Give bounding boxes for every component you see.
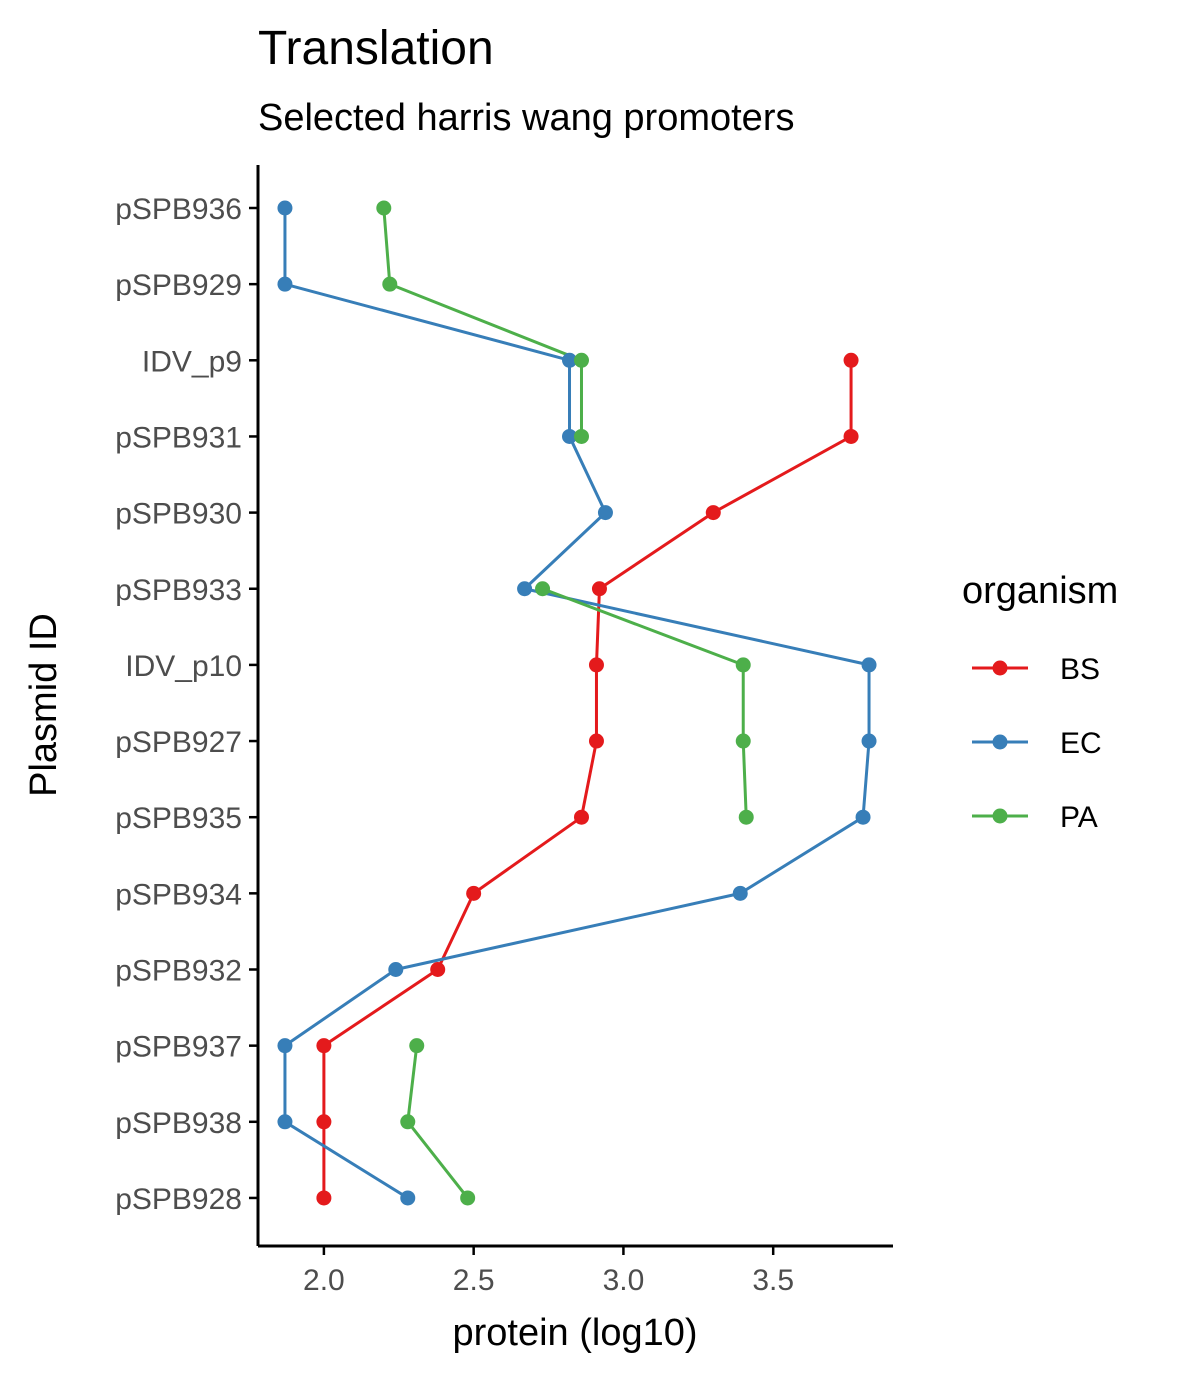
data-point-bs: [705, 505, 721, 521]
y-axis-title: Plasmid ID: [23, 613, 65, 797]
y-tick-label: pSPB928: [115, 1183, 242, 1216]
data-point-bs: [316, 1190, 332, 1206]
data-points: [277, 200, 877, 1206]
series-line-ec: [283, 208, 871, 1200]
data-point-bs: [573, 809, 589, 825]
data-point-ec: [517, 581, 533, 597]
data-point-pa: [535, 581, 551, 597]
x-tick-label: 3.0: [603, 1264, 645, 1297]
data-point-bs: [588, 733, 604, 749]
y-tick-label: pSPB936: [115, 193, 242, 226]
data-point-ec: [562, 352, 578, 368]
data-point-bs: [316, 1114, 332, 1130]
data-point-pa: [460, 1190, 476, 1206]
data-point-bs: [591, 581, 607, 597]
legend-label-pa: PA: [1060, 801, 1098, 834]
y-tick-label: pSPB937: [115, 1031, 242, 1064]
data-point-pa: [400, 1114, 416, 1130]
data-point-bs: [843, 428, 859, 444]
data-point-ec: [277, 200, 293, 216]
data-point-pa: [376, 200, 392, 216]
data-point-ec: [562, 428, 578, 444]
data-point-ec: [597, 505, 613, 521]
data-point-pa: [573, 352, 589, 368]
y-tick-label: pSPB938: [115, 1107, 242, 1140]
data-point-ec: [855, 809, 871, 825]
legend-label-ec: EC: [1060, 727, 1102, 760]
data-point-ec: [861, 657, 877, 673]
y-tick-label: pSPB927: [115, 726, 242, 759]
data-point-bs: [843, 352, 859, 368]
data-point-ec: [277, 1038, 293, 1054]
data-point-ec: [400, 1190, 416, 1206]
y-tick-label: IDV_p9: [142, 345, 242, 378]
series-line-pa: [382, 207, 583, 437]
axes: pSPB936 pSPB929 IDV_p9 pSPB931 pSPB930 pSPB93…: [115, 165, 893, 1297]
data-point-bs: [316, 1038, 332, 1054]
x-tick-label: 2.5: [453, 1264, 495, 1297]
y-tick-label: pSPB934: [115, 878, 242, 911]
y-tick-label: pSPB930: [115, 498, 242, 531]
chart-subtitle: Selected harris wang promoters: [258, 97, 794, 139]
data-point-bs: [430, 962, 446, 977]
legend-key-point-bs: [992, 660, 1008, 676]
data-point-ec: [277, 1114, 293, 1130]
y-tick-label: pSPB929: [115, 269, 242, 302]
data-point-pa: [382, 276, 398, 292]
x-tick-label: 3.5: [752, 1264, 794, 1297]
data-point-ec: [388, 962, 404, 977]
data-point-ec: [861, 733, 877, 749]
data-point-pa: [409, 1038, 425, 1054]
series-line-pa: [406, 1045, 469, 1199]
series-line-pa: [542, 587, 748, 818]
data-point-pa: [738, 809, 754, 825]
y-tick-label: pSPB932: [115, 955, 242, 988]
y-tick-label: IDV_p10: [125, 650, 242, 683]
data-point-ec: [732, 885, 748, 901]
y-tick-label: pSPB935: [115, 802, 242, 835]
legend-key-point-pa: [992, 808, 1008, 824]
legend: BS EC PA: [972, 653, 1102, 834]
data-point-bs: [588, 657, 604, 673]
data-point-pa: [573, 428, 589, 444]
y-tick-label: pSPB933: [115, 574, 242, 607]
legend-label-bs: BS: [1060, 653, 1100, 686]
data-point-bs: [466, 885, 482, 901]
data-point-pa: [735, 733, 751, 749]
y-tick-label: pSPB931: [115, 421, 242, 454]
series-line-bs: [322, 360, 853, 1198]
x-axis-title: protein (log10): [452, 1312, 697, 1354]
data-point-pa: [735, 657, 751, 673]
data-point-ec: [277, 276, 293, 292]
chart-title: Translation: [258, 22, 494, 75]
legend-key-point-ec: [992, 734, 1008, 750]
legend-title: organism: [962, 570, 1118, 612]
x-tick-label: 2.0: [303, 1264, 345, 1297]
